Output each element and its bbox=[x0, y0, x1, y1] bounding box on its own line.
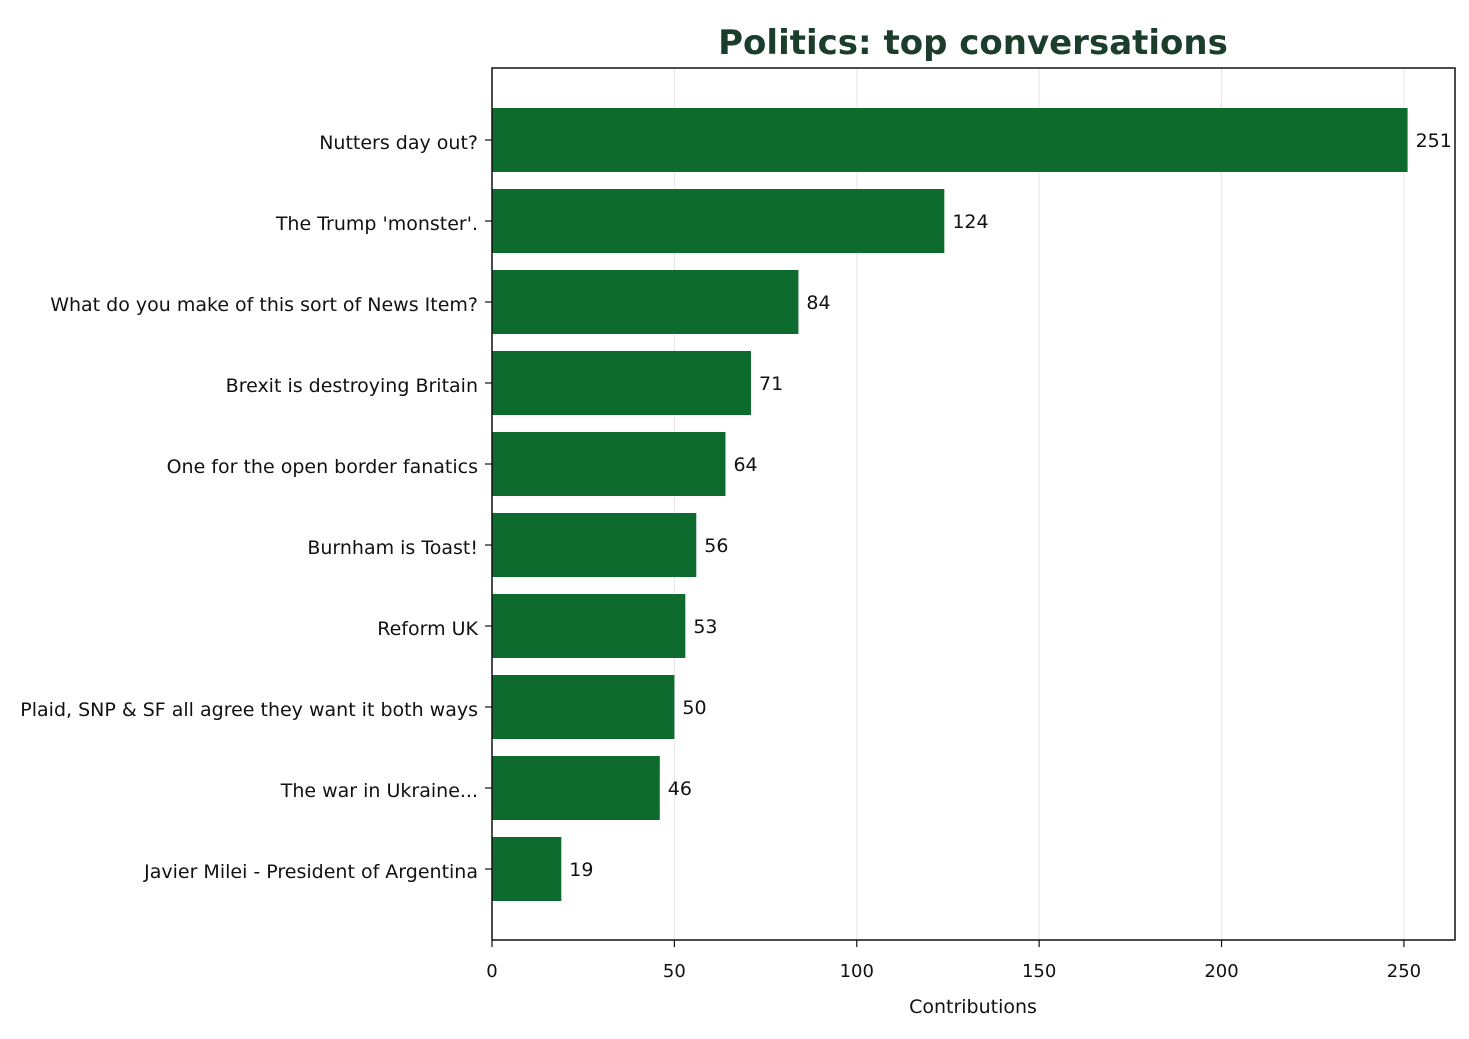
x-tick-label: 0 bbox=[486, 961, 497, 982]
bar bbox=[492, 837, 562, 901]
data-label: 46 bbox=[668, 778, 692, 800]
data-label: 251 bbox=[1416, 130, 1452, 152]
bar bbox=[492, 432, 726, 496]
data-label: 50 bbox=[682, 697, 706, 719]
bar bbox=[492, 189, 945, 253]
category-label: What do you make of this sort of News It… bbox=[50, 294, 478, 316]
category-label: Brexit is destroying Britain bbox=[226, 375, 478, 397]
bar bbox=[492, 270, 799, 334]
x-tick-label: 250 bbox=[1387, 961, 1421, 982]
bar bbox=[492, 594, 686, 658]
bar bbox=[492, 108, 1408, 172]
bars bbox=[492, 108, 1408, 901]
category-label: One for the open border fanatics bbox=[167, 456, 478, 478]
bar bbox=[492, 351, 751, 415]
x-axis-title: Contributions bbox=[909, 996, 1037, 1018]
category-label: Javier Milei - President of Argentina bbox=[143, 861, 478, 883]
x-tick-label: 100 bbox=[840, 961, 874, 982]
x-tick-label: 200 bbox=[1204, 961, 1238, 982]
category-label: Nutters day out? bbox=[319, 132, 478, 154]
bar bbox=[492, 513, 697, 577]
data-label: 71 bbox=[759, 373, 783, 395]
plot-frame bbox=[491, 67, 1456, 941]
x-axis-ticks: 0 50 100 150 200 250 bbox=[486, 940, 1421, 982]
category-label: The Trump 'monster'. bbox=[275, 213, 478, 235]
data-label: 56 bbox=[704, 535, 728, 557]
x-tick-label: 150 bbox=[1022, 961, 1056, 982]
category-label: The war in Ukraine... bbox=[280, 780, 478, 802]
chart-title: Politics: top conversations bbox=[718, 23, 1228, 63]
data-label: 19 bbox=[569, 859, 593, 881]
category-label: Burnham is Toast! bbox=[307, 537, 478, 559]
data-label: 84 bbox=[806, 292, 830, 314]
category-label: Reform UK bbox=[377, 618, 478, 640]
bar bbox=[492, 675, 675, 739]
bar bbox=[492, 756, 660, 820]
data-label: 53 bbox=[693, 616, 717, 638]
value-labels: 251 124 84 71 64 56 53 50 46 19 bbox=[569, 130, 1452, 881]
category-label: Plaid, SNP & SF all agree they want it b… bbox=[20, 699, 478, 721]
data-label: 64 bbox=[733, 454, 757, 476]
x-tick-label: 50 bbox=[663, 961, 686, 982]
data-label: 124 bbox=[952, 211, 988, 233]
category-labels: Nutters day out? The Trump 'monster'. What… bbox=[20, 132, 492, 883]
